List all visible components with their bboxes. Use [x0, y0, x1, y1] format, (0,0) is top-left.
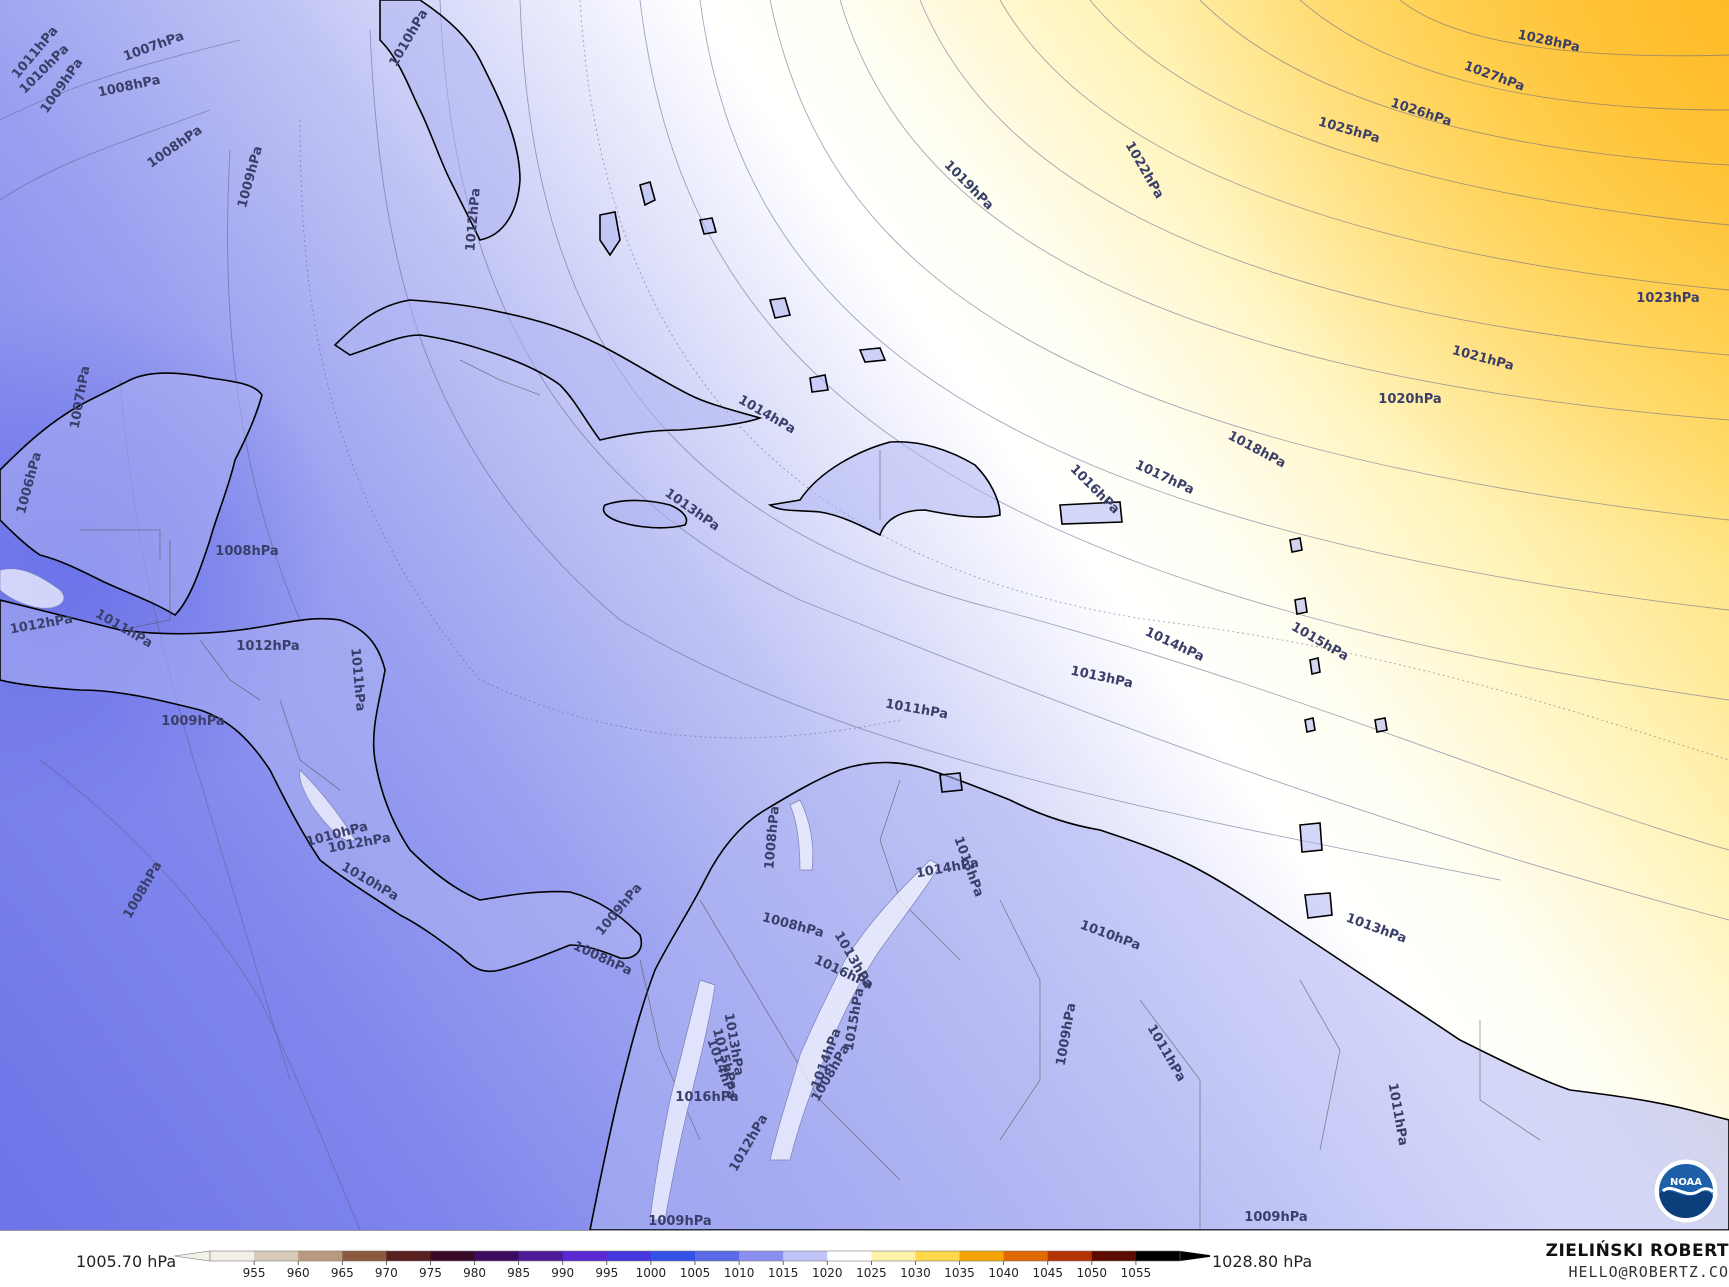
- colorbar-tick-label: 995: [595, 1266, 618, 1280]
- isobar-label: 1009hPa: [648, 1214, 711, 1229]
- isobar-label: 1012hPa: [236, 639, 299, 654]
- colorbar-tick-label: 1050: [1077, 1266, 1108, 1280]
- colorbar-tick-label: 1010: [724, 1266, 755, 1280]
- map-canvas: 1028hPa1027hPa1026hPa1025hPa1022hPa1019h…: [0, 0, 1729, 1230]
- colorbar-tick-label: 960: [287, 1266, 310, 1280]
- colorbar-footer: 1005.70 hPa 955 960 965 970 975 980 985 990 995 1…: [0, 1230, 1729, 1287]
- colorbar-tick-label: 1030: [900, 1266, 931, 1280]
- colorbar-cell: [959, 1251, 1005, 1261]
- colorbar-arrow-left: [173, 1250, 211, 1262]
- colorbar-cell: [739, 1251, 784, 1261]
- colorbar-arrow-right: [1180, 1251, 1210, 1261]
- colorbar-cell: [210, 1251, 255, 1261]
- colorbar-cell: [386, 1251, 431, 1261]
- colorbar-cell: [695, 1251, 740, 1261]
- isobar-label: 1008hPa: [215, 544, 278, 559]
- colorbar-cell: [915, 1251, 961, 1261]
- isobar-label: 1020hPa: [1378, 392, 1441, 407]
- isobar-label: 1009hPa: [1244, 1210, 1307, 1225]
- colorbar-tick-label: 980: [463, 1266, 486, 1280]
- colorbar-cell: [1003, 1251, 1049, 1261]
- isobar-label: 1008hPa: [762, 805, 782, 869]
- isobar-lines: [0, 0, 1729, 1230]
- colorbar-cell: [254, 1251, 299, 1261]
- colorbar-cell: [430, 1251, 476, 1261]
- colorbar-tick-label: 990: [551, 1266, 574, 1280]
- country-borders: [80, 359, 1541, 1230]
- colorbar-tick-label: 1040: [988, 1266, 1019, 1280]
- colorbar-ticks: 955 960 965 970 975 980 985 990 995 1000 1005 1010 1…: [243, 1261, 1152, 1280]
- colorbar-cell: [827, 1251, 872, 1261]
- colorbar-tick-label: 1005: [680, 1266, 711, 1280]
- colorbar-tick-label: 1055: [1121, 1266, 1152, 1280]
- colorbar-cell: [1135, 1251, 1181, 1261]
- colorbar-cell: [871, 1251, 916, 1261]
- colorbar-cell: [783, 1251, 828, 1261]
- colorbar-tick-label: 1035: [944, 1266, 975, 1280]
- author-email: HELLO@ROBERTZ.CO: [1568, 1263, 1729, 1281]
- colorbar-cell: [518, 1251, 564, 1261]
- colorbar-tick-label: 975: [419, 1266, 442, 1280]
- author-credit: ZIELIŃSKI ROBERT: [1545, 1241, 1729, 1261]
- colorbar-max-label: 1028.80 hPa: [1212, 1252, 1313, 1271]
- colorbar-tick-label: 1045: [1032, 1266, 1063, 1280]
- colorbar-cell: [1091, 1251, 1137, 1261]
- noaa-logo-icon: NOAA: [1653, 1158, 1719, 1224]
- colorbar-cell: [606, 1251, 652, 1261]
- colorbar-tick-label: 955: [243, 1266, 266, 1280]
- isobar-label: 1009hPa: [161, 714, 224, 729]
- colorbar-tick-label: 970: [375, 1266, 398, 1280]
- colorbar-tick-label: 1000: [636, 1266, 667, 1280]
- colorbar: 955 960 965 970 975 980 985 990 995 1000 1005 1010 1…: [173, 1250, 1210, 1280]
- colorbar-cell: [650, 1251, 696, 1261]
- mountain-ridges: [0, 568, 941, 1221]
- isobar-label: 1016hPa: [675, 1090, 738, 1105]
- isobar-label: 1011hPa: [347, 647, 367, 711]
- colorbar-cell: [342, 1251, 387, 1261]
- colorbar-cells: [173, 1250, 1210, 1262]
- colorbar-cell: [474, 1251, 520, 1261]
- pressure-map: 1028hPa 1027hPa 1026hPa 1025hPa 1022hPa 1019h…: [0, 0, 1729, 1230]
- colorbar-cell: [1047, 1251, 1093, 1261]
- colorbar-cell: [562, 1251, 608, 1261]
- colorbar-min-label: 1005.70 hPa: [76, 1252, 177, 1271]
- isobar-label: 1012hPa: [463, 187, 483, 251]
- colorbar-tick-label: 985: [507, 1266, 530, 1280]
- colorbar-tick-label: 1015: [768, 1266, 799, 1280]
- isobar-label: 1023hPa: [1636, 291, 1699, 306]
- colorbar-cell: [298, 1251, 343, 1261]
- noaa-logo-text: NOAA: [1670, 1177, 1702, 1188]
- colorbar-tick-label: 965: [331, 1266, 354, 1280]
- colorbar-tick-label: 1025: [856, 1266, 887, 1280]
- coastlines: [0, 0, 1729, 1230]
- colorbar-tick-label: 1020: [812, 1266, 843, 1280]
